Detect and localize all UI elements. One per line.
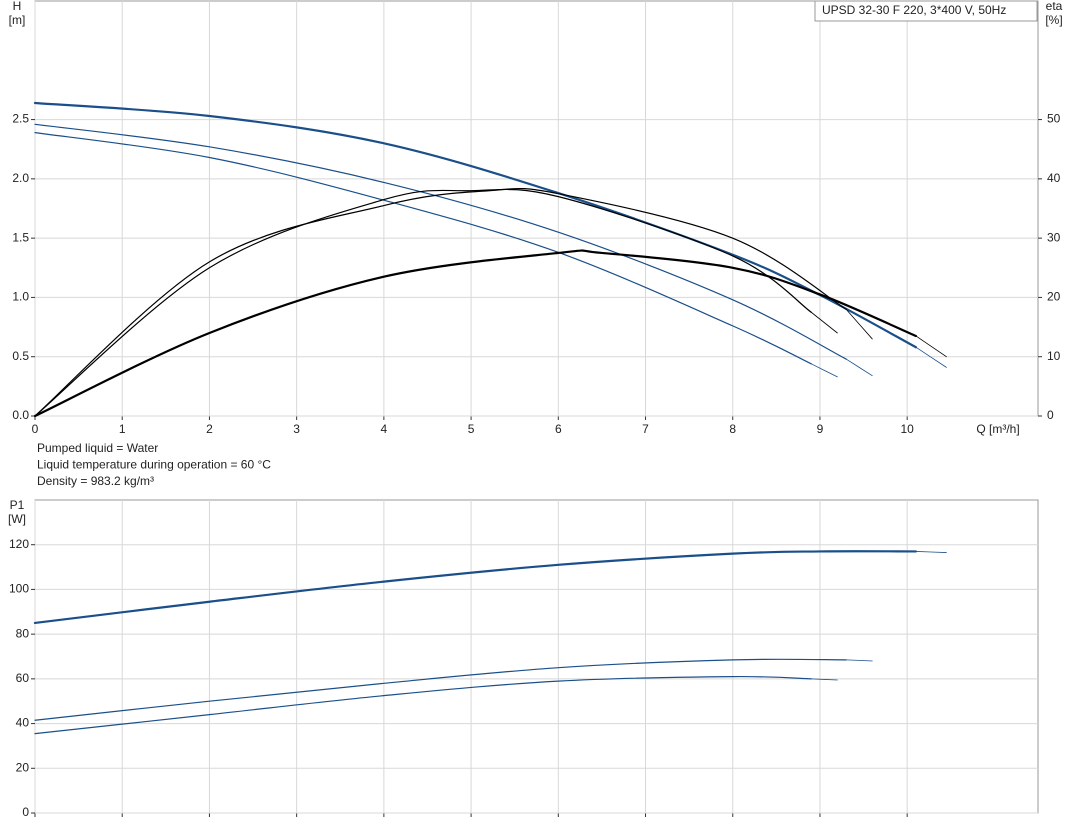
y2-tick-label: 50 — [1047, 112, 1061, 126]
y-tick-label: 0.0 — [12, 408, 29, 422]
curve — [915, 346, 947, 368]
y2-tick-label: 10 — [1047, 349, 1061, 363]
y2-tick-label: 0 — [1047, 408, 1054, 422]
curve — [34, 188, 812, 417]
curve — [33, 550, 917, 625]
curve — [810, 678, 838, 681]
y2-tick-label: 40 — [1047, 171, 1061, 185]
x-tick-label: 7 — [642, 422, 649, 436]
plot-area — [34, 499, 1039, 814]
curve — [34, 187, 847, 417]
y-tick-label: 20 — [16, 760, 30, 774]
curve — [915, 551, 947, 553]
plot-area — [34, 0, 1039, 417]
curve — [34, 123, 847, 360]
x-tick-label: 2 — [206, 422, 213, 436]
curve — [810, 363, 838, 378]
x-tick-label: 3 — [293, 422, 300, 436]
x-tick-label: 5 — [468, 422, 475, 436]
y-axis-label: [W] — [8, 512, 26, 526]
y-tick-label: 80 — [16, 626, 30, 640]
y-axis-label: P1 — [10, 498, 25, 512]
curve — [810, 311, 838, 334]
chart-title: UPSD 32-30 F 220, 3*400 V, 50Hz — [822, 3, 1006, 17]
curve — [34, 658, 847, 721]
curve — [34, 132, 812, 365]
y2-axis-label: [%] — [1045, 13, 1062, 27]
x-axis-label: Q [m³/h] — [976, 422, 1019, 436]
curve — [34, 675, 812, 735]
curve — [845, 659, 873, 662]
note: Pumped liquid = Water — [37, 441, 158, 455]
y-tick-label: 1.5 — [12, 230, 29, 244]
y-tick-label: 40 — [16, 716, 30, 730]
x-tick-label: 0 — [32, 422, 39, 436]
y-axis-label: [m] — [9, 13, 26, 27]
y-tick-label: 0 — [22, 805, 29, 819]
curve — [33, 249, 917, 418]
y-tick-label: 100 — [9, 582, 29, 596]
x-tick-label: 6 — [555, 422, 562, 436]
curve — [845, 358, 873, 377]
note: Density = 983.2 kg/m³ — [37, 474, 154, 488]
y-tick-label: 2.0 — [12, 171, 29, 185]
note: Liquid temperature during operation = 60… — [37, 458, 271, 472]
y-tick-label: 0.5 — [12, 349, 29, 363]
y2-tick-label: 20 — [1047, 290, 1061, 304]
curve — [845, 308, 873, 340]
y-tick-label: 120 — [9, 537, 29, 551]
title-box — [814, 0, 1038, 22]
curve — [915, 335, 947, 358]
x-tick-label: 8 — [729, 422, 736, 436]
x-tick-label: 1 — [119, 422, 126, 436]
y-tick-label: 1.0 — [12, 290, 29, 304]
x-tick-label: 10 — [900, 422, 914, 436]
y-tick-label: 2.5 — [12, 112, 29, 126]
x-tick-label: 9 — [817, 422, 824, 436]
y-axis-label: H — [13, 0, 22, 13]
x-tick-label: 4 — [381, 422, 388, 436]
y-tick-label: 60 — [16, 671, 30, 685]
y2-tick-label: 30 — [1047, 230, 1061, 244]
y2-axis-label: eta — [1046, 0, 1063, 13]
